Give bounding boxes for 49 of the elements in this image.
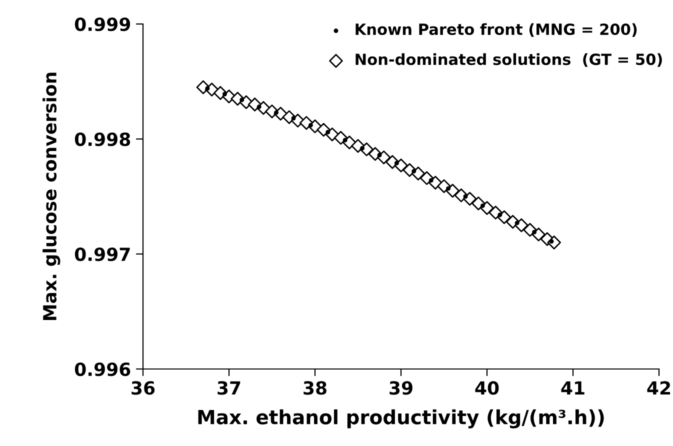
y-tick-label: 0.999 bbox=[74, 17, 130, 32]
point bbox=[428, 178, 434, 183]
point bbox=[291, 116, 296, 121]
point bbox=[222, 92, 227, 96]
point bbox=[462, 192, 477, 206]
point bbox=[334, 130, 348, 145]
legend-label: Known Pareto front (MNG = 200) bbox=[356, 23, 637, 37]
point bbox=[394, 160, 399, 166]
point bbox=[437, 179, 451, 194]
x-tick-label: 40 bbox=[475, 381, 499, 395]
point bbox=[308, 122, 313, 128]
x-axis-title: Max. ethanol productivity (kg/(m³.h)) bbox=[198, 409, 604, 428]
point bbox=[420, 171, 434, 186]
x-tick-label: 42 bbox=[647, 381, 670, 395]
point bbox=[205, 86, 210, 91]
point bbox=[316, 122, 331, 137]
y-tick-label: 0.996 bbox=[74, 362, 130, 376]
point bbox=[274, 110, 279, 115]
point bbox=[471, 196, 486, 210]
point bbox=[360, 146, 365, 150]
y-axis-title: Max. glucose conversion bbox=[42, 72, 60, 320]
point bbox=[463, 194, 468, 199]
point bbox=[532, 228, 546, 242]
point bbox=[480, 201, 494, 215]
x-tick-label: 37 bbox=[218, 381, 240, 395]
point bbox=[377, 152, 382, 158]
point bbox=[376, 150, 391, 164]
x-tick-label: 38 bbox=[304, 381, 326, 395]
point bbox=[256, 104, 262, 110]
legend-label: Non-dominated solutions (GT = 50) bbox=[356, 53, 662, 67]
point bbox=[514, 218, 528, 232]
y-tick-label: 0.997 bbox=[74, 247, 130, 262]
point bbox=[351, 138, 365, 153]
point bbox=[532, 230, 537, 234]
point bbox=[514, 220, 520, 226]
point bbox=[480, 203, 485, 208]
point bbox=[299, 116, 314, 130]
y-tick-label: 0.998 bbox=[74, 132, 130, 146]
point bbox=[240, 98, 244, 102]
point bbox=[523, 222, 537, 237]
point bbox=[326, 130, 330, 134]
point bbox=[342, 138, 348, 142]
point bbox=[394, 158, 408, 172]
x-tick-label: 36 bbox=[132, 381, 155, 395]
x-tick-label: 39 bbox=[390, 381, 412, 395]
point bbox=[412, 168, 416, 174]
x-tick-label: 41 bbox=[561, 381, 584, 395]
point bbox=[446, 186, 451, 191]
point bbox=[498, 212, 502, 218]
